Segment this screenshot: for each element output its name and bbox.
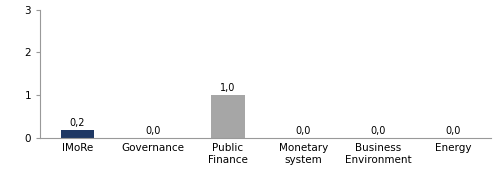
- Text: 0,0: 0,0: [446, 126, 461, 136]
- Text: 0,0: 0,0: [296, 126, 311, 136]
- Text: 1,0: 1,0: [220, 83, 235, 93]
- Text: 0,2: 0,2: [70, 118, 85, 127]
- Bar: [61, 130, 94, 138]
- Text: 0,0: 0,0: [371, 126, 386, 136]
- Text: 0,0: 0,0: [145, 126, 160, 136]
- Bar: [211, 95, 245, 138]
